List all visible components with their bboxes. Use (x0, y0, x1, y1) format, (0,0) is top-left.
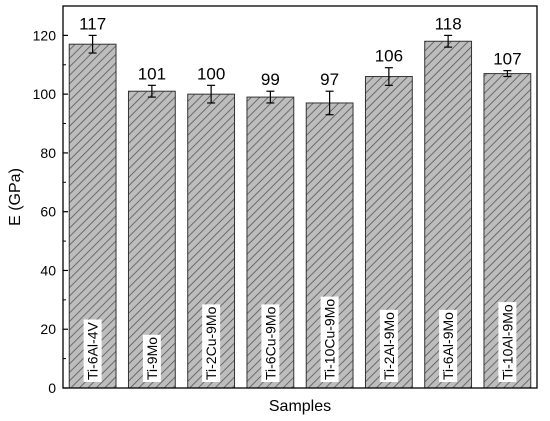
category-label: Ti-10Cu-9Mo (322, 299, 338, 380)
y-tick-label: 120 (33, 27, 57, 43)
y-tick-label: 40 (40, 262, 56, 278)
category-label-background (142, 334, 161, 382)
y-tick-label: 80 (40, 145, 56, 161)
category-label: Ti-6Al-4V (85, 322, 101, 380)
category-label: Ti-9Mo (144, 337, 160, 380)
y-axis: 0 20 40 60 80 100 120 (33, 27, 68, 396)
category-label-background (261, 304, 280, 382)
category-label: Ti-6Cu-9Mo (262, 306, 278, 380)
data-label: 107 (493, 50, 521, 69)
data-label: 106 (375, 47, 403, 66)
data-label: 100 (197, 64, 225, 83)
category-label: Ti-10Al-9Mo (499, 304, 515, 380)
x-axis-title: Samples (269, 398, 331, 415)
data-label: 101 (138, 64, 166, 83)
category-label-background (83, 319, 102, 382)
y-axis-title: E (GPa) (7, 168, 24, 226)
data-label: 118 (435, 14, 462, 33)
y-tick-label: 60 (40, 204, 56, 220)
category-label-background (498, 302, 517, 382)
category-label-background (202, 304, 221, 382)
data-label: 117 (79, 14, 106, 33)
y-tick-label: 0 (48, 380, 56, 396)
category-label: Ti-6Al-9Mo (440, 312, 456, 380)
data-label: 97 (320, 70, 339, 89)
category-label: Ti-2Cu-9Mo (203, 306, 219, 380)
bars-layer: 117 Ti-6Al-4V 101 Ti-9Mo 100 Ti-2Cu-9Mo 99 Ti-6… (68, 14, 532, 389)
plot-frame (62, 5, 538, 389)
category-label-background (320, 296, 339, 382)
data-label: 99 (261, 70, 280, 89)
y-tick-label: 100 (33, 86, 57, 102)
category-label-background (379, 309, 398, 382)
y-tick-label: 20 (40, 321, 56, 337)
category-label-background (439, 309, 458, 382)
category-label: Ti-2Al-9Mo (381, 312, 397, 380)
